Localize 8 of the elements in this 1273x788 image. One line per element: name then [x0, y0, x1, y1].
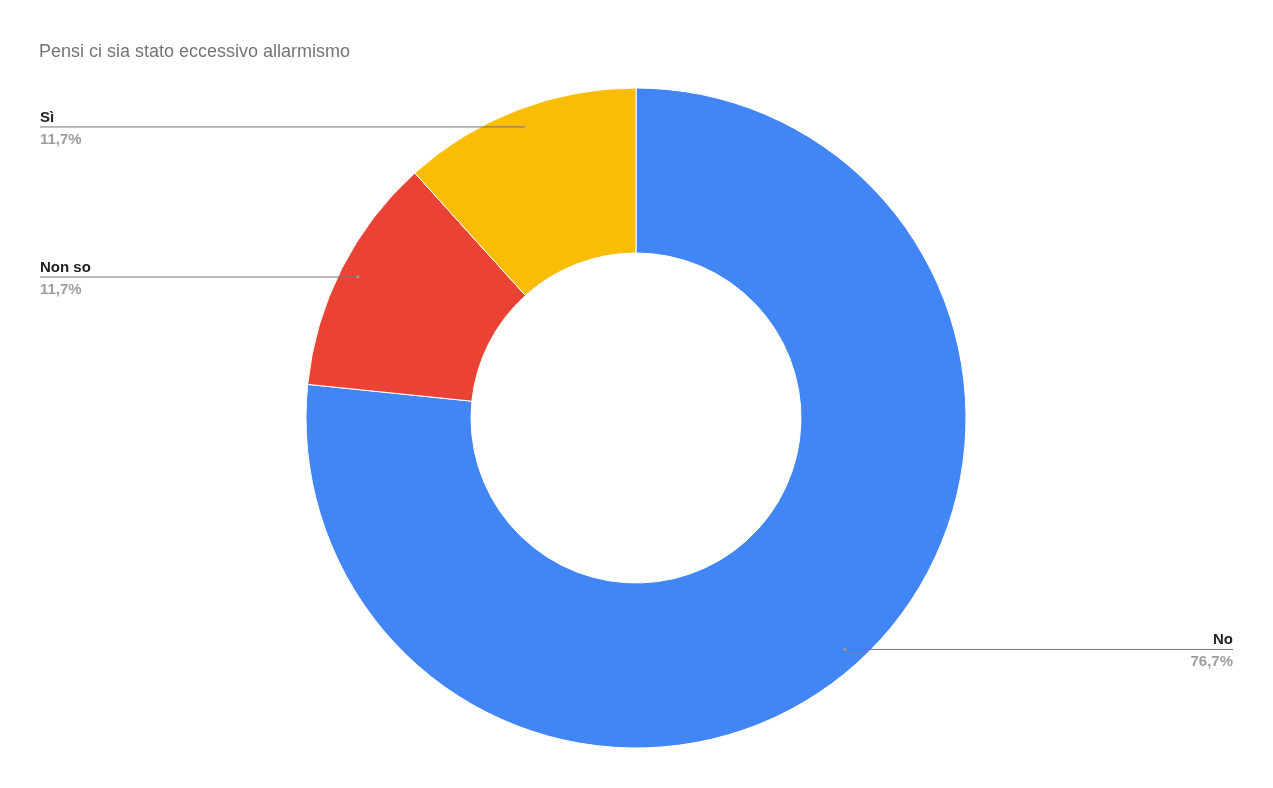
data-label: 11,7%: [40, 129, 82, 147]
data-label: 11,7%: [40, 279, 82, 297]
chart-title: Pensi ci sia stato eccessivo allarmismo: [39, 41, 351, 61]
slice-label: No: [1213, 630, 1233, 648]
data-label: 76,7%: [1190, 652, 1233, 670]
slice-label: Non so: [40, 257, 91, 275]
donut-slice: [305, 87, 967, 749]
slice-label: Sì: [40, 107, 55, 125]
